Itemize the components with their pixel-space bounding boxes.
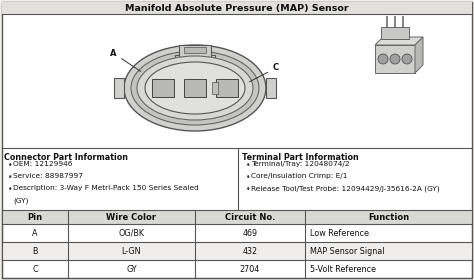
Text: (GY): (GY) [13, 197, 28, 204]
Ellipse shape [131, 51, 259, 125]
Polygon shape [415, 37, 423, 73]
Text: •: • [246, 173, 250, 182]
Text: 5-Volt Reference: 5-Volt Reference [310, 265, 376, 274]
Text: Low Reference: Low Reference [310, 228, 369, 237]
Text: 469: 469 [242, 228, 257, 237]
Text: •: • [246, 161, 250, 170]
Text: •: • [8, 161, 12, 170]
Text: 432: 432 [242, 246, 257, 255]
Bar [212, 82, 218, 94]
Circle shape [378, 54, 388, 64]
Text: MAP Sensor Signal: MAP Sensor Signal [310, 246, 384, 255]
Bar [175, 55, 215, 73]
Text: •: • [8, 173, 12, 182]
Bar [2, 242, 472, 260]
Circle shape [402, 54, 412, 64]
Bar [184, 79, 206, 97]
Text: A: A [32, 228, 38, 237]
Text: Release Tool/Test Probe: 12094429/J-35616-2A (GY): Release Tool/Test Probe: 12094429/J-3561… [251, 185, 440, 192]
Text: Pin: Pin [27, 213, 43, 222]
Circle shape [390, 54, 400, 64]
Text: 2704: 2704 [240, 265, 260, 274]
Text: •: • [246, 185, 250, 194]
Text: GY: GY [126, 265, 137, 274]
Ellipse shape [124, 45, 266, 131]
Ellipse shape [137, 56, 253, 120]
Text: Manifold Absolute Pressure (MAP) Sensor: Manifold Absolute Pressure (MAP) Sensor [125, 4, 349, 13]
Text: OG/BK: OG/BK [118, 228, 145, 237]
Text: Description: 3-Way F Metri-Pack 150 Series Sealed: Description: 3-Way F Metri-Pack 150 Seri… [13, 185, 199, 191]
Text: Connector Part Information: Connector Part Information [4, 153, 128, 162]
Bar [216, 79, 238, 97]
Bar [2, 2, 472, 14]
Polygon shape [375, 37, 423, 45]
Ellipse shape [145, 62, 245, 114]
Text: L-GN: L-GN [122, 246, 141, 255]
Text: OEM: 12129946: OEM: 12129946 [13, 161, 73, 167]
Bar [375, 45, 415, 73]
Text: Circuit No.: Circuit No. [225, 213, 275, 222]
Bar [266, 78, 276, 98]
Text: A: A [110, 48, 141, 71]
Text: Wire Color: Wire Color [107, 213, 156, 222]
Text: C: C [32, 265, 38, 274]
Bar [152, 79, 174, 97]
Bar [381, 27, 409, 39]
Bar [184, 47, 206, 53]
Bar [2, 210, 472, 224]
Text: C: C [249, 64, 279, 82]
Bar [114, 78, 124, 98]
Text: Terminal/Tray: 12048074/2: Terminal/Tray: 12048074/2 [251, 161, 350, 167]
Text: Function: Function [368, 213, 409, 222]
Text: •: • [8, 185, 12, 194]
Text: Service: 88987997: Service: 88987997 [13, 173, 83, 179]
Bar [179, 45, 211, 57]
Text: Terminal Part Information: Terminal Part Information [242, 153, 359, 162]
Text: Core/Insulation Crimp: E/1: Core/Insulation Crimp: E/1 [251, 173, 347, 179]
Text: B: B [32, 246, 38, 255]
